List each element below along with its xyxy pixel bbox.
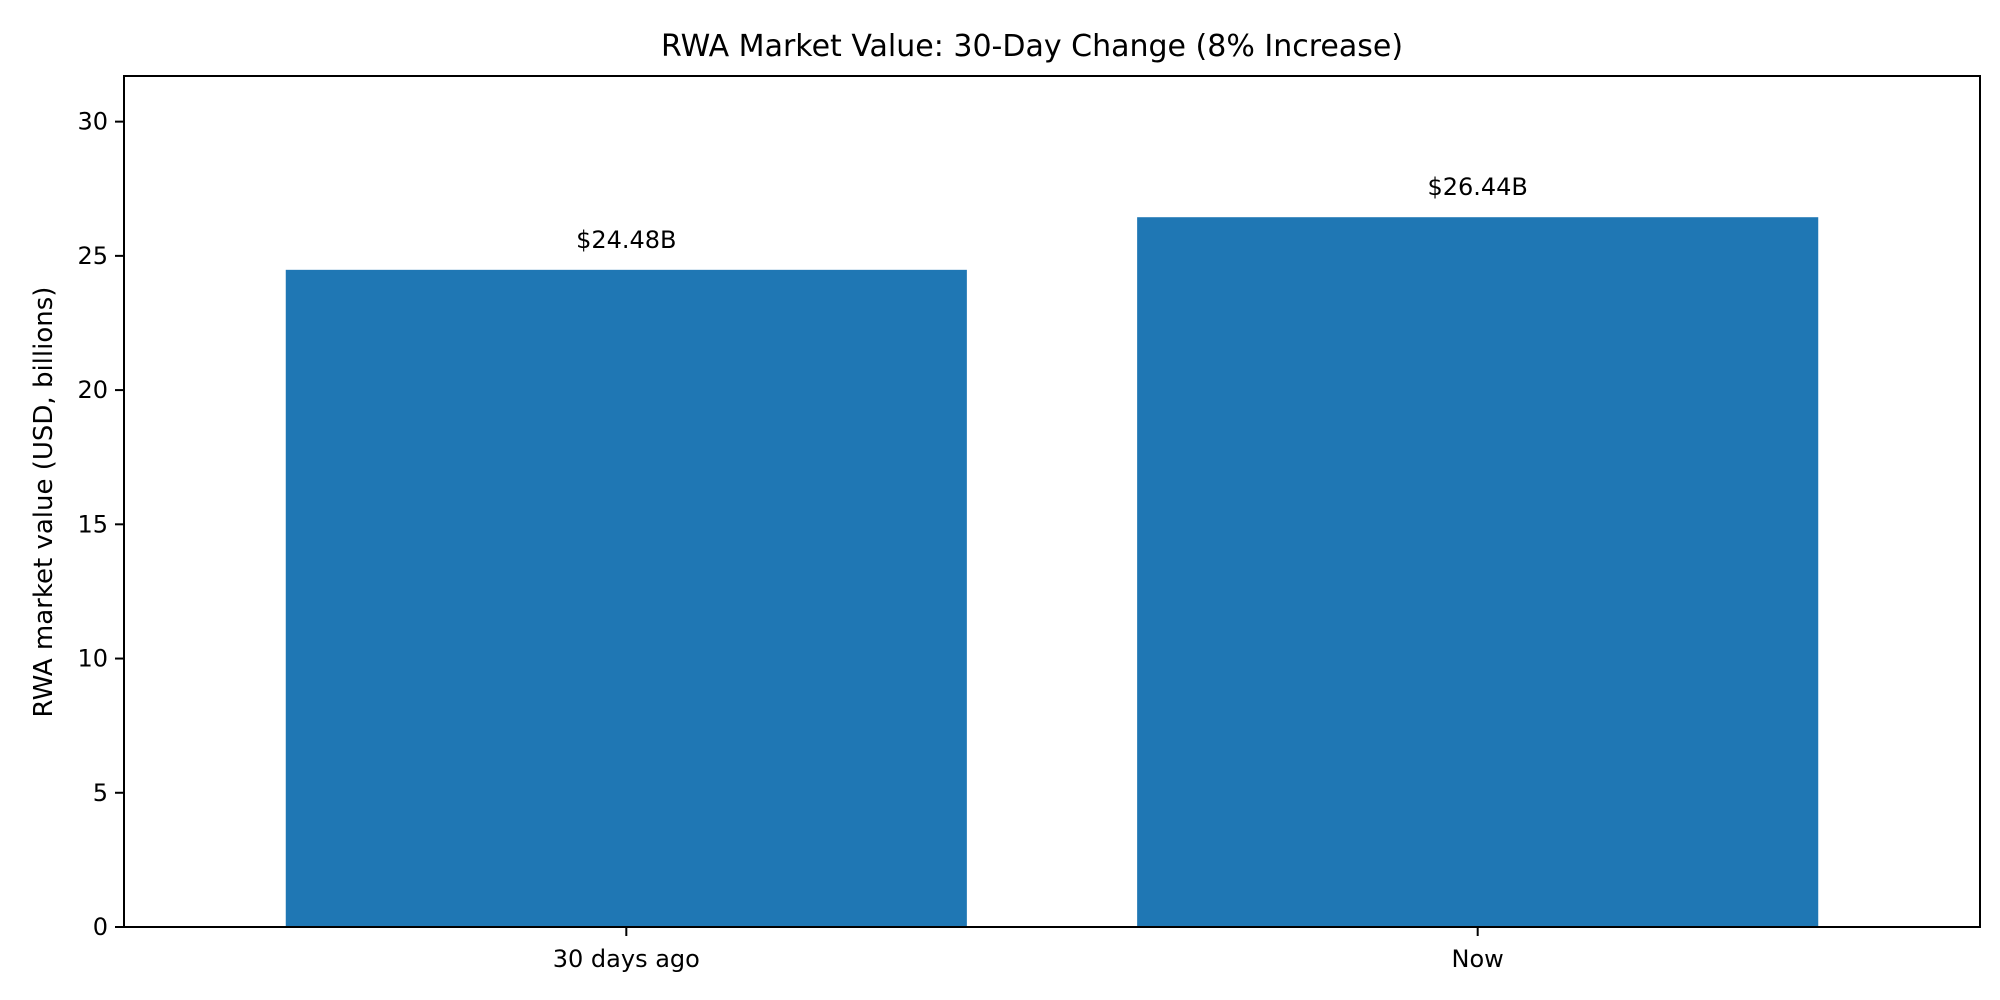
chart-title: RWA Market Value: 30-Day Change (8% Incr…: [661, 29, 1403, 64]
y-tick-label-1: 5: [93, 779, 108, 807]
y-tick-label-0: 0: [93, 913, 108, 941]
x-axis: 30 days ago Now: [553, 927, 1504, 973]
y-tick-label-6: 30: [77, 108, 108, 136]
y-tick-label-4: 20: [77, 376, 108, 404]
plot-frame: [123, 75, 1981, 928]
y-tick-label-2: 10: [77, 645, 108, 673]
x-tick-label-0: 30 days ago: [553, 945, 700, 973]
data-label-0: $24.48B: [576, 226, 676, 254]
x-tick-label-1: Now: [1452, 945, 1504, 973]
bar-0: [285, 269, 967, 927]
data-labels: $24.48B $26.44B: [576, 173, 1528, 254]
data-label-1: $26.44B: [1427, 173, 1527, 201]
bar-series: [285, 217, 1819, 928]
y-axis: 0 5 10 15 20 25 30: [77, 108, 124, 941]
y-axis-label: RWA market value (USD, billions): [29, 287, 59, 718]
y-tick-label-3: 15: [77, 510, 108, 538]
y-tick-label-5: 25: [77, 242, 108, 270]
bar-1: [1137, 217, 1819, 928]
